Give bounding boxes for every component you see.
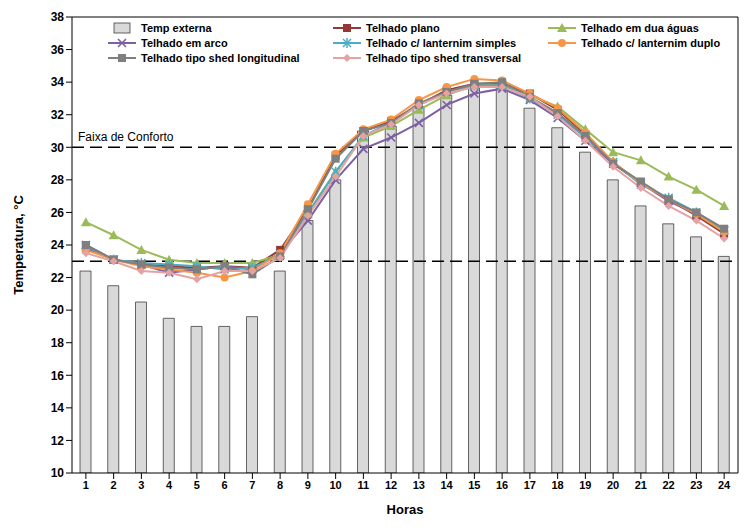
svg-text:16: 16 (496, 479, 508, 491)
svg-text:12: 12 (51, 434, 65, 448)
svg-text:1: 1 (83, 479, 89, 491)
svg-text:22: 22 (663, 479, 675, 491)
svg-text:12: 12 (385, 479, 397, 491)
html-text:Telhado tipo shed transversal: Telhado tipo shed transversal (366, 52, 522, 64)
svg-text:Faixa de Conforto: Faixa de Conforto (78, 130, 174, 144)
svg-text:8: 8 (277, 479, 283, 491)
svg-text:17: 17 (524, 479, 536, 491)
html-text:Telhado c/ lanternim duplo: Telhado c/ lanternim duplo (581, 37, 721, 49)
svg-text:2: 2 (111, 479, 117, 491)
svg-text:21: 21 (635, 479, 647, 491)
svg-text:11: 11 (358, 479, 370, 491)
svg-text:36: 36 (51, 43, 65, 57)
html-text:Telhado c/ lanternim simples: Telhado c/ lanternim simples (366, 37, 517, 49)
svg-text:Horas: Horas (387, 502, 424, 517)
svg-text:13: 13 (413, 479, 425, 491)
svg-text:18: 18 (552, 479, 564, 491)
html-text:Telhado em dua águas: Telhado em dua águas (581, 22, 699, 34)
svg-text:23: 23 (690, 479, 702, 491)
svg-text:28: 28 (51, 173, 65, 187)
svg-text:7: 7 (249, 479, 255, 491)
svg-text:38: 38 (51, 10, 65, 24)
html-text:Temp externa: Temp externa (141, 22, 212, 34)
svg-text:34: 34 (51, 75, 65, 89)
svg-text:6: 6 (222, 479, 228, 491)
svg-text:18: 18 (51, 336, 65, 350)
svg-text:Temperatura, °C: Temperatura, °C (11, 195, 26, 295)
svg-text:22: 22 (51, 271, 65, 285)
svg-text:9: 9 (305, 479, 311, 491)
svg-text:16: 16 (51, 369, 65, 383)
html-text:Telhado plano: Telhado plano (366, 22, 440, 34)
svg-text:20: 20 (607, 479, 619, 491)
svg-text:4: 4 (166, 479, 173, 491)
html-text:Telhado em arco: Telhado em arco (141, 37, 228, 49)
svg-text:32: 32 (51, 108, 65, 122)
svg-text:20: 20 (51, 303, 65, 317)
svg-text:30: 30 (51, 141, 65, 155)
svg-text:14: 14 (441, 479, 454, 491)
svg-text:10: 10 (51, 466, 65, 480)
svg-text:24: 24 (51, 238, 65, 252)
svg-text:5: 5 (194, 479, 200, 491)
svg-text:24: 24 (718, 479, 731, 491)
svg-text:10: 10 (330, 479, 342, 491)
svg-text:26: 26 (51, 206, 65, 220)
svg-text:19: 19 (579, 479, 591, 491)
svg-text:3: 3 (138, 479, 144, 491)
svg-text:14: 14 (51, 401, 65, 415)
svg-text:15: 15 (468, 479, 480, 491)
html-text:Telhado tipo shed longitudinal: Telhado tipo shed longitudinal (141, 52, 300, 64)
